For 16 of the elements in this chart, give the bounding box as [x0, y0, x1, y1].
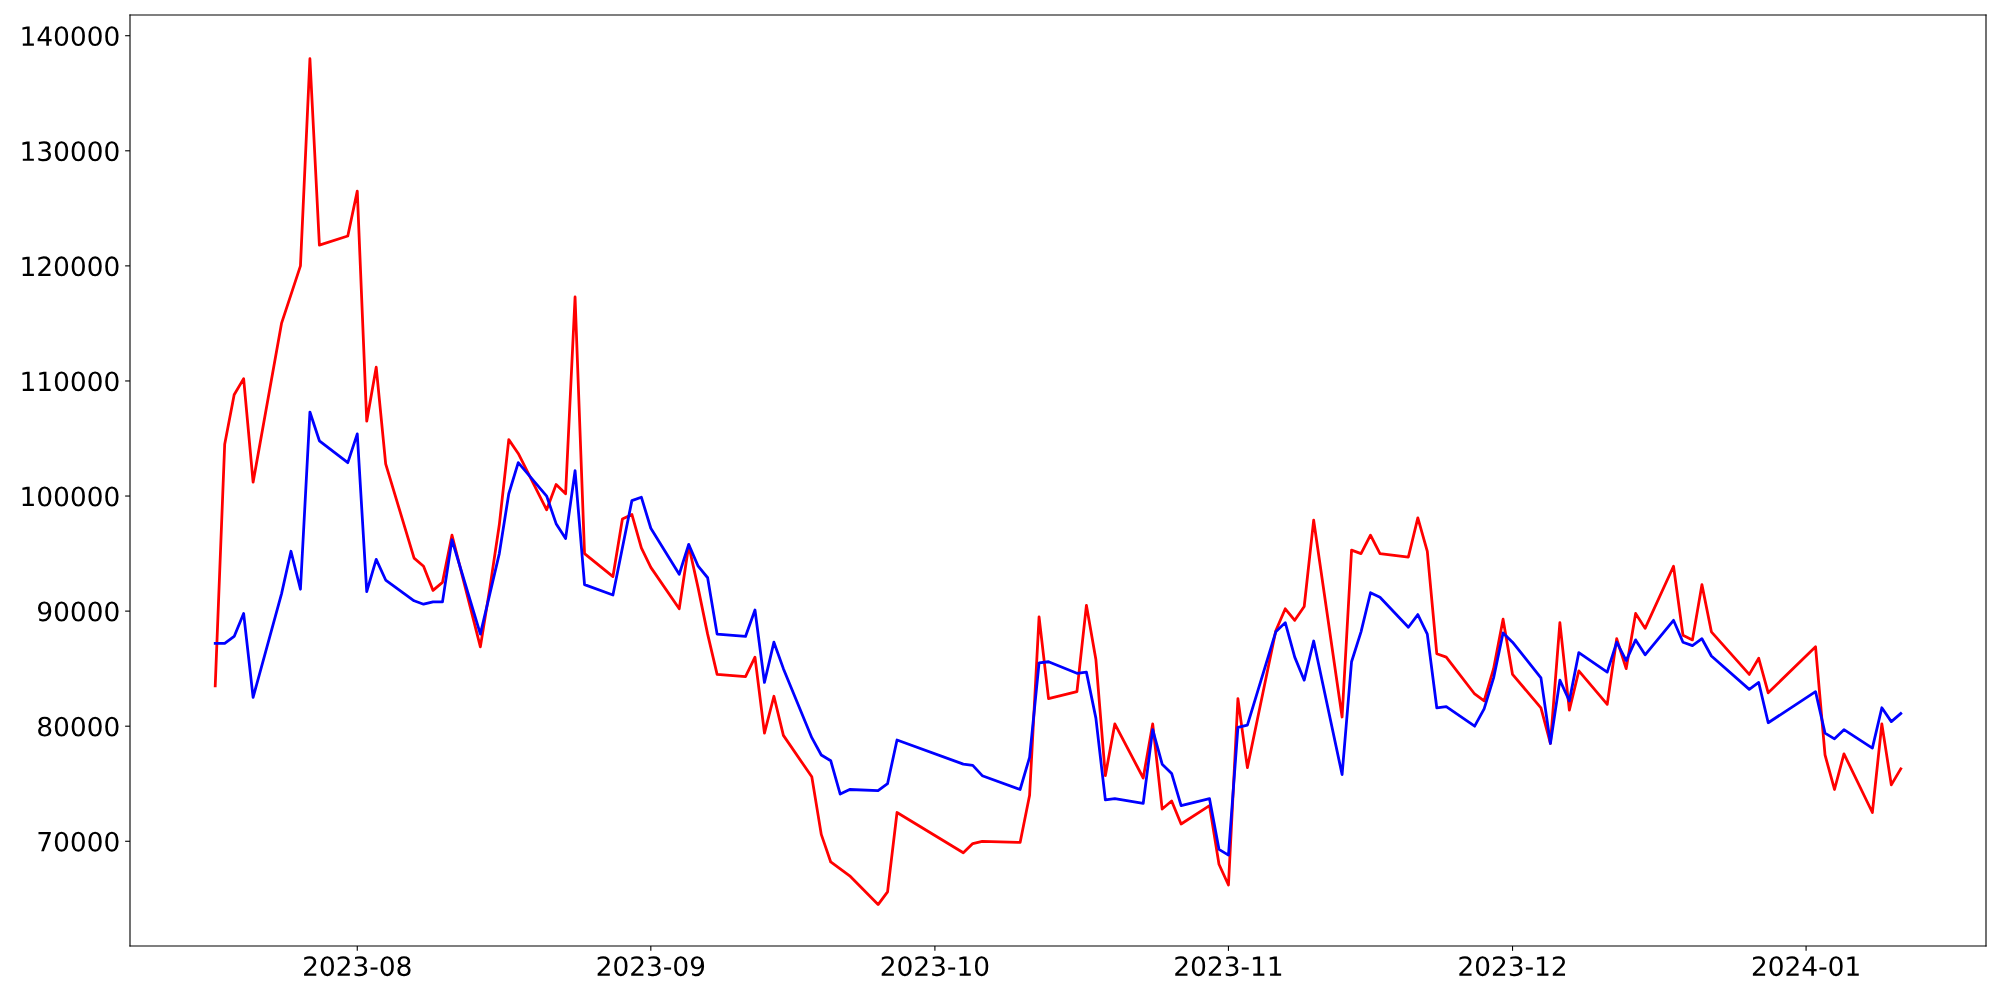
y-tick-label: 130000: [22, 141, 119, 162]
y-tick-label: 70000: [38, 831, 119, 852]
y-tick-label: 100000: [22, 486, 119, 507]
y-tick-label: 140000: [22, 26, 119, 47]
y-tick-label: 90000: [37, 601, 119, 622]
line-series: [213, 410, 1903, 857]
x-tick-label: 2023-11: [1175, 956, 1282, 977]
x-tick-label: 2023-10: [881, 956, 989, 977]
x-tick-label: 2023-12: [1459, 956, 1566, 977]
y-tick-label: 120000: [22, 256, 119, 277]
y-tick-label: 80000: [38, 716, 119, 737]
line-series: [213, 57, 1903, 906]
x-tick-label: 2023-09: [597, 956, 705, 977]
x-tick-label: 2024-01: [1752, 956, 1859, 977]
y-tick-label: 110000: [22, 371, 119, 392]
x-tick-label: 2023-08: [304, 956, 411, 977]
